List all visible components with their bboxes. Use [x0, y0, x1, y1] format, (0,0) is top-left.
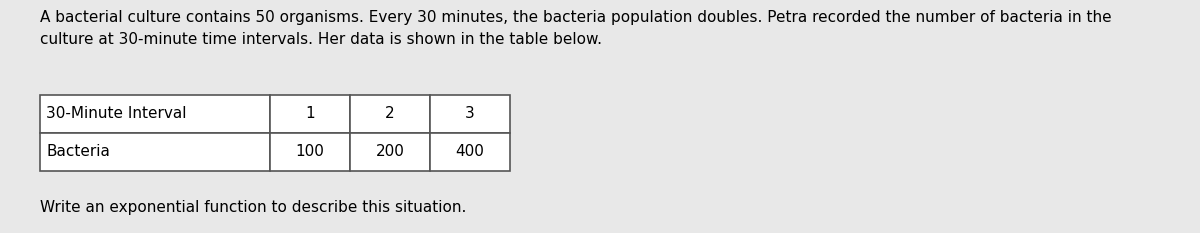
Text: A bacterial culture contains 50 organisms. Every 30 minutes, the bacteria popula: A bacterial culture contains 50 organism…: [40, 10, 1111, 47]
Bar: [40, 133, 270, 171]
Text: 400: 400: [456, 144, 485, 160]
Text: Write an exponential function to describe this situation.: Write an exponential function to describ…: [40, 200, 467, 215]
Bar: [350, 95, 430, 133]
Text: Bacteria: Bacteria: [46, 144, 110, 160]
Bar: [430, 95, 510, 133]
Text: 1: 1: [305, 106, 314, 121]
Bar: [350, 133, 430, 171]
Text: 30-Minute Interval: 30-Minute Interval: [46, 106, 186, 121]
Bar: [430, 133, 510, 171]
Text: 2: 2: [385, 106, 395, 121]
Text: 100: 100: [295, 144, 324, 160]
Text: 200: 200: [376, 144, 404, 160]
Bar: [40, 95, 270, 133]
Text: 3: 3: [466, 106, 475, 121]
Bar: [270, 133, 350, 171]
Bar: [270, 95, 350, 133]
